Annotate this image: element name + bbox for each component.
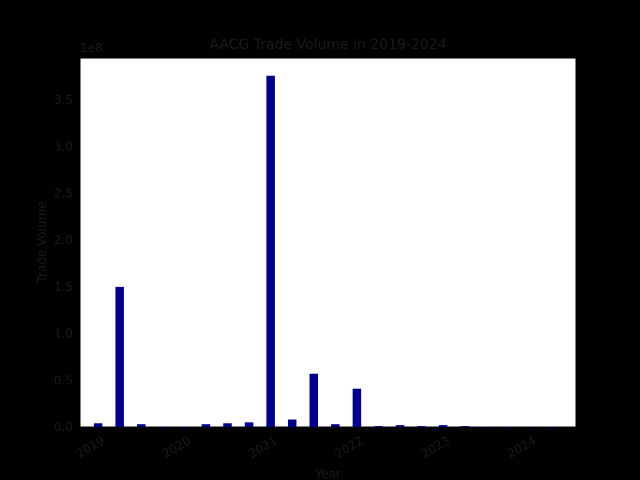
bar (93, 423, 103, 427)
bar (136, 424, 146, 427)
y-offset-label: 1e8 (80, 41, 103, 55)
y-axis: 0.0 0.5 1.0 1.5 2.0 2.5 3.0 3.5 (54, 93, 80, 434)
bar (115, 286, 124, 427)
bar (331, 424, 340, 427)
bar (158, 426, 168, 428)
bar (395, 425, 405, 427)
bar (287, 419, 297, 427)
plot-area (79, 57, 577, 428)
bar (201, 424, 211, 427)
y-tick-label: 0.5 (54, 373, 73, 387)
y-tick-label: 3.0 (54, 140, 73, 154)
bars-group (93, 75, 556, 428)
y-tick-label: 2.5 (54, 186, 73, 200)
y-tick-label: 1.5 (54, 280, 73, 294)
bar (438, 425, 448, 427)
y-tick-label: 3.5 (54, 93, 73, 107)
y-tick-label: 1.0 (54, 327, 73, 341)
y-axis-label: Trade Volume (35, 201, 49, 283)
bar (525, 426, 534, 428)
bar (180, 426, 189, 428)
x-axis-label: Year (314, 467, 340, 480)
y-tick-label: 0.0 (54, 420, 73, 434)
bar (482, 426, 491, 428)
y-tick-label: 2.0 (54, 233, 73, 247)
bar (223, 423, 232, 427)
chart-title: AACG Trade Volume in 2019-2024 (209, 37, 446, 53)
bar (503, 426, 513, 428)
bar (460, 426, 469, 427)
bar (309, 373, 319, 427)
bar (374, 426, 383, 427)
bar (417, 426, 426, 427)
bar (546, 426, 556, 428)
bar (244, 422, 254, 427)
bar (352, 388, 362, 427)
bar (266, 75, 275, 428)
